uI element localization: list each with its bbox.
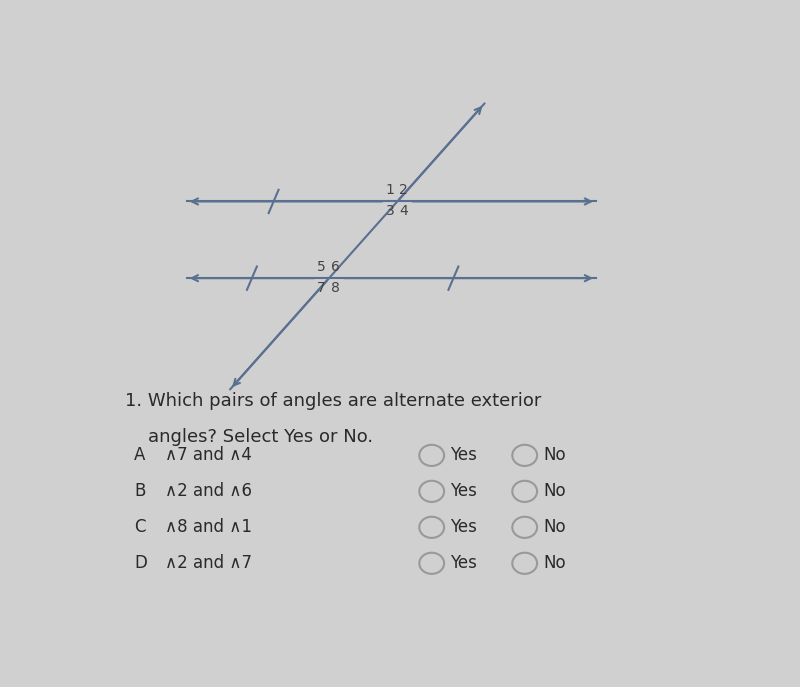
Text: No: No xyxy=(543,482,566,500)
Text: D: D xyxy=(134,554,147,572)
Text: Yes: Yes xyxy=(450,554,477,572)
Text: ∧2 and ∧6: ∧2 and ∧6 xyxy=(165,482,252,500)
Text: No: No xyxy=(543,447,566,464)
Text: Yes: Yes xyxy=(450,518,477,537)
Text: No: No xyxy=(543,554,566,572)
Text: ∧8 and ∧1: ∧8 and ∧1 xyxy=(165,518,252,537)
Text: 1: 1 xyxy=(386,183,394,197)
Text: A: A xyxy=(134,447,146,464)
Text: 5: 5 xyxy=(318,260,326,274)
Text: 1. Which pairs of angles are alternate exterior: 1. Which pairs of angles are alternate e… xyxy=(125,392,541,410)
Text: Yes: Yes xyxy=(450,482,477,500)
Text: 4: 4 xyxy=(399,204,408,218)
Text: No: No xyxy=(543,518,566,537)
Text: Yes: Yes xyxy=(450,447,477,464)
Text: ∧2 and ∧7: ∧2 and ∧7 xyxy=(165,554,252,572)
Text: angles? Select Yes or No.: angles? Select Yes or No. xyxy=(125,428,373,446)
Text: B: B xyxy=(134,482,146,500)
Text: ∧7 and ∧4: ∧7 and ∧4 xyxy=(165,447,252,464)
Text: 3: 3 xyxy=(386,204,394,218)
Text: 2: 2 xyxy=(399,183,408,197)
Text: C: C xyxy=(134,518,146,537)
Text: 7: 7 xyxy=(318,281,326,295)
Text: 8: 8 xyxy=(331,281,340,295)
Text: 6: 6 xyxy=(331,260,340,274)
